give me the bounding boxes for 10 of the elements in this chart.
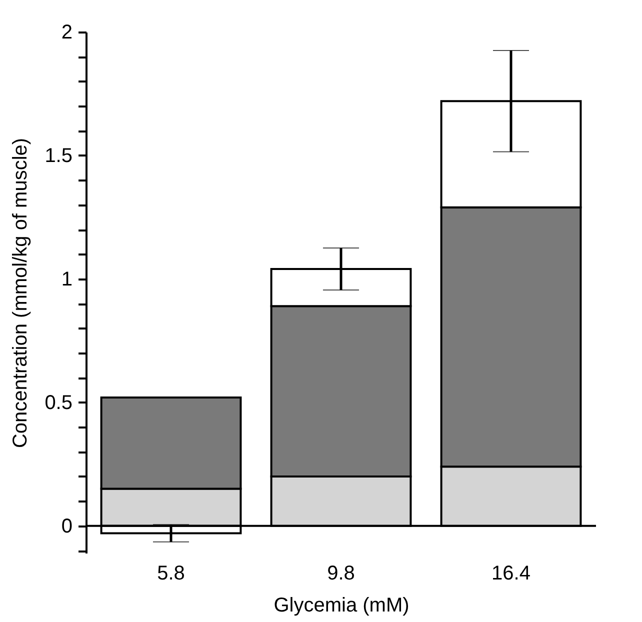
x-tick-label: 5.8: [157, 562, 185, 584]
y-tick-label: 0: [61, 515, 72, 538]
x-tick-label: 16.4: [492, 562, 530, 584]
y-axis-title: Concentration (mmol/kg of muscle): [10, 138, 32, 448]
y-tick-label: 2: [61, 22, 72, 44]
y-tick-label: 1: [61, 268, 72, 290]
y-tick-label: 0.5: [44, 392, 72, 414]
x-axis-title: Glycemia (mM): [274, 594, 410, 616]
y-tick-label: 1.5: [44, 144, 72, 167]
x-tick-label: 9.8: [327, 562, 355, 584]
